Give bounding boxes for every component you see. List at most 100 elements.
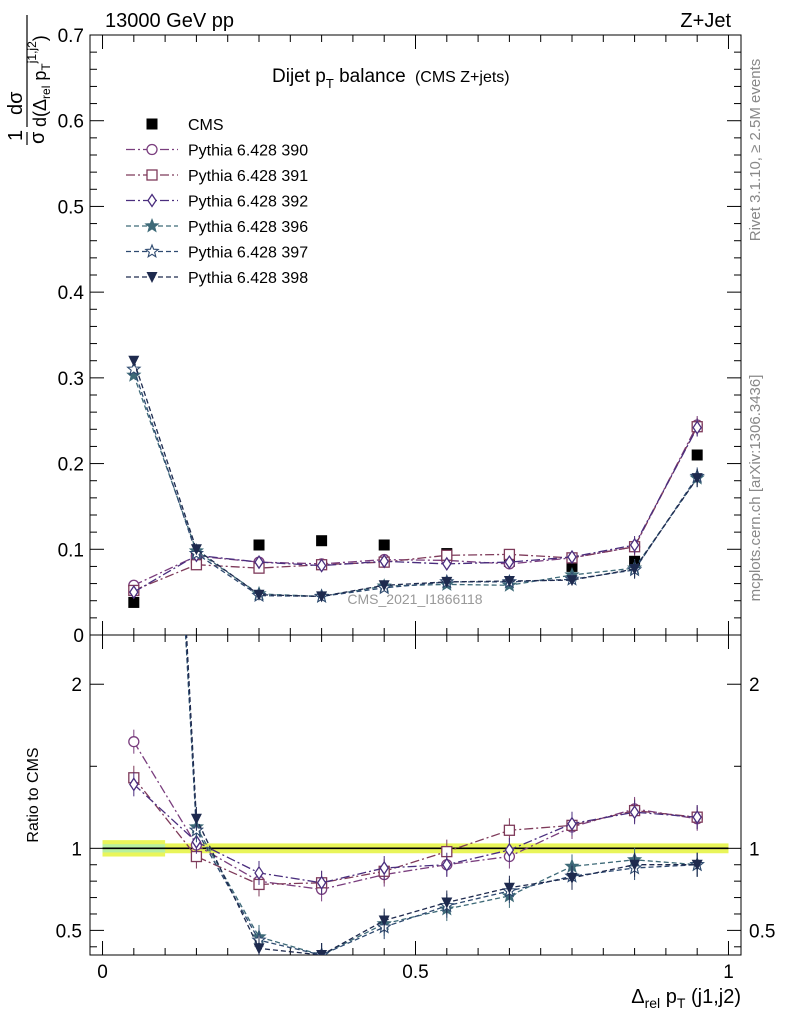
ratio-data-point bbox=[629, 805, 640, 820]
legend: CMS Pythia 6.428 390 Pythia 6.428 391 Pythi… bbox=[126, 117, 308, 287]
main-series-6 bbox=[128, 355, 703, 603]
ratio-y-tick-label: 1 bbox=[71, 839, 82, 860]
main-data-point bbox=[316, 535, 328, 547]
main-data-point bbox=[254, 554, 264, 570]
main-series-line bbox=[133, 427, 698, 593]
legend-label: Pythia 6.428 391 bbox=[188, 168, 308, 185]
ratio-series-line bbox=[185, 635, 698, 955]
ratio-data-point bbox=[254, 865, 264, 881]
x-axis-label: Δrel pT (j1,j2) bbox=[631, 986, 741, 1011]
main-data-point bbox=[129, 584, 139, 600]
legend-entry: Pythia 6.428 397 bbox=[126, 243, 308, 262]
ratio-y-tick-label: 0.5 bbox=[56, 921, 82, 942]
main-series-layer bbox=[126, 355, 705, 608]
legend-entry: Pythia 6.428 398 bbox=[126, 270, 308, 287]
ratio-data-point bbox=[503, 882, 515, 894]
main-data-point bbox=[566, 575, 578, 587]
legend-marker bbox=[146, 272, 158, 283]
main-series-line bbox=[133, 424, 698, 586]
ratio-data-point bbox=[691, 859, 703, 871]
ratio-data-point bbox=[128, 736, 140, 748]
ratio-data-point bbox=[504, 842, 515, 858]
legend-marker bbox=[146, 118, 158, 130]
main-data-point bbox=[442, 556, 452, 572]
main-data-point bbox=[692, 420, 702, 435]
main-data-point bbox=[378, 580, 390, 592]
legend-label: CMS bbox=[188, 117, 224, 134]
ratio-data-point bbox=[629, 859, 641, 871]
ratio-axis-ticks: 0.5 0.5 1 1 2 2 0 0.5 1 bbox=[56, 635, 775, 983]
plot-title: Dijet pT balance (CMS Z+jets) bbox=[272, 66, 510, 91]
svg-text:1: 1 bbox=[5, 130, 27, 141]
ratio-y-axis-label: Ratio to CMS bbox=[25, 747, 42, 842]
x-tick-label: 1 bbox=[723, 962, 734, 983]
ratio-series-1 bbox=[128, 765, 703, 897]
ratio-y-tick-label-right: 2 bbox=[749, 675, 760, 696]
analysis-watermark: CMS_2021_I1866118 bbox=[347, 591, 482, 607]
svg-text:d(Δrel pTj1,j2): d(Δrel pTj1,j2) bbox=[25, 35, 53, 127]
main-series-2 bbox=[128, 417, 703, 597]
plot-title-note: (CMS Z+jets) bbox=[415, 69, 510, 86]
main-y-tick-label: 0.1 bbox=[58, 540, 84, 561]
main-data-point bbox=[691, 449, 703, 461]
main-y-tick-label: 0.3 bbox=[58, 369, 84, 390]
main-data-point bbox=[126, 367, 142, 382]
ratio-series-layer bbox=[128, 635, 705, 955]
rivet-version-label: Rivet 3.1.10, ≥ 2.5M events bbox=[747, 59, 764, 242]
ratio-y-tick-label-right: 1 bbox=[749, 839, 760, 860]
main-data-point bbox=[503, 576, 515, 587]
ratio-data-point bbox=[567, 816, 577, 831]
legend-label: Pythia 6.428 392 bbox=[188, 194, 308, 211]
ratio-series-line bbox=[184, 635, 698, 955]
main-data-point bbox=[128, 596, 140, 608]
header-energy-label: 13000 GeV pp bbox=[105, 10, 234, 32]
ratio-data-point bbox=[441, 897, 453, 909]
legend-entry: Pythia 6.428 391 bbox=[126, 168, 308, 185]
main-data-point bbox=[629, 537, 640, 553]
legend-marker bbox=[146, 143, 158, 156]
ratio-reference-band bbox=[102, 840, 729, 857]
main-data-point bbox=[316, 558, 327, 573]
ratio-data-point bbox=[129, 777, 139, 792]
ratio-series-5 bbox=[185, 635, 703, 955]
ratio-data-point bbox=[692, 809, 702, 825]
ratio-data-point bbox=[566, 872, 578, 884]
main-y-tick-label: 0 bbox=[73, 626, 84, 647]
main-y-tick-label: 0.2 bbox=[58, 455, 84, 476]
x-axis-label-mid: p bbox=[660, 986, 677, 1008]
main-data-point bbox=[566, 560, 578, 572]
ratio-data-point bbox=[316, 875, 327, 890]
x-axis-label-tail: (j1,j2) bbox=[685, 986, 741, 1008]
main-y-axis-label: 1 σ dσ d(Δrel pTj1,j2) bbox=[5, 15, 53, 145]
legend-marker bbox=[144, 217, 160, 233]
ratio-data-point bbox=[253, 943, 265, 955]
ratio-data-point bbox=[190, 813, 202, 825]
main-data-point bbox=[629, 564, 641, 575]
main-series-3 bbox=[129, 418, 702, 600]
main-series-4 bbox=[126, 367, 705, 603]
ratio-data-point bbox=[503, 824, 516, 836]
main-data-point bbox=[378, 539, 390, 551]
legend-label: Pythia 6.428 397 bbox=[188, 245, 308, 262]
main-series-line bbox=[133, 369, 698, 598]
main-y-tick-label: 0.7 bbox=[58, 26, 84, 47]
ratio-y-tick-label: 2 bbox=[71, 675, 82, 696]
ratio-data-point bbox=[378, 915, 390, 927]
legend-label: Pythia 6.428 398 bbox=[188, 270, 308, 287]
main-data-point bbox=[504, 554, 515, 570]
main-data-point bbox=[567, 549, 577, 565]
header-process-label: Z+Jet bbox=[680, 10, 731, 32]
main-data-point bbox=[253, 589, 265, 601]
ratio-series-2 bbox=[129, 772, 702, 895]
ratio-data-point bbox=[316, 950, 328, 955]
main-series-5 bbox=[126, 361, 705, 603]
mcplots-label: mcplots.cern.ch [arXiv:1306.3436] bbox=[747, 375, 764, 602]
ratio-series-line bbox=[133, 777, 698, 886]
main-data-point bbox=[190, 544, 202, 556]
x-axis-label-sub1: rel bbox=[645, 995, 661, 1011]
ratio-series-line bbox=[185, 635, 698, 955]
x-tick-label: 0.5 bbox=[402, 962, 428, 983]
ratio-series-clip-group bbox=[128, 635, 705, 955]
main-y-tick-label: 0.5 bbox=[58, 197, 84, 218]
legend-entry: CMS bbox=[146, 117, 224, 134]
